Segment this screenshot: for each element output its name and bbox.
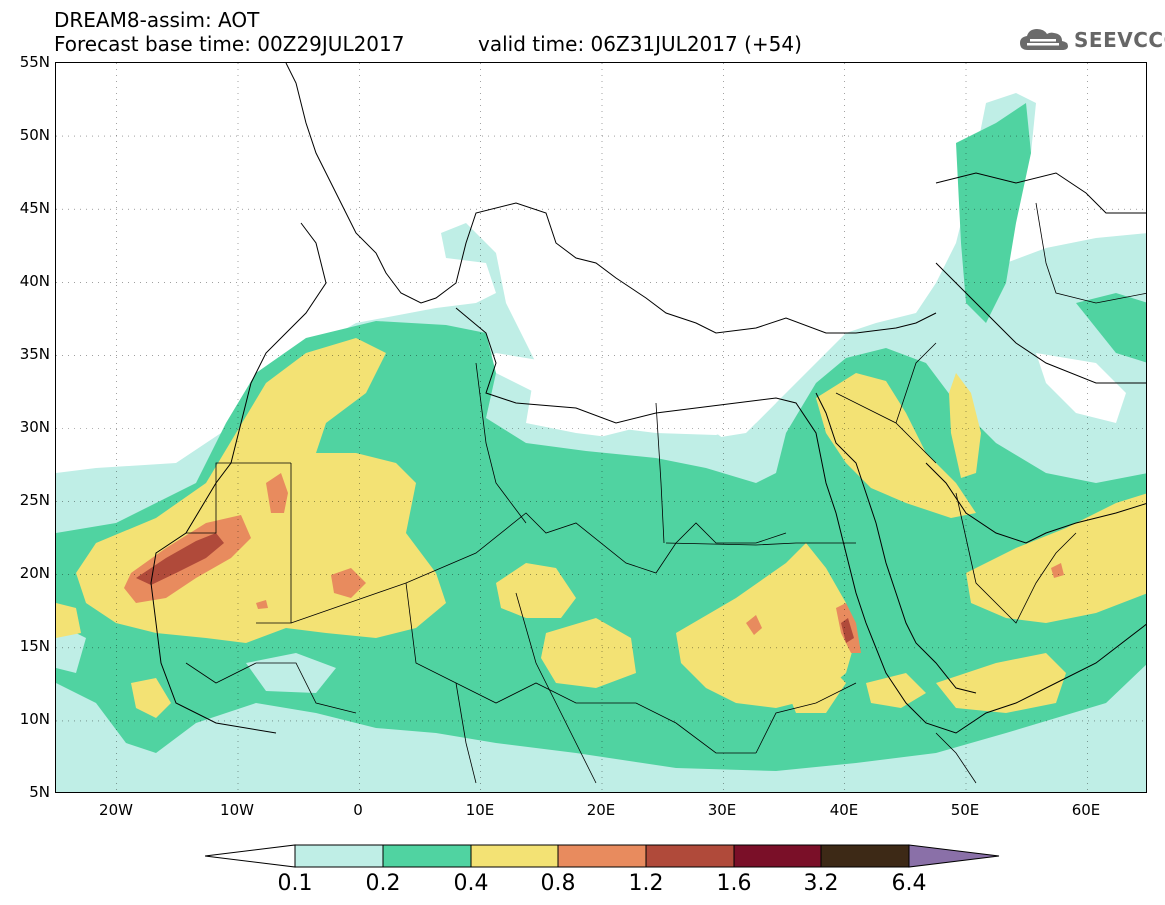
colorbar-extend-low	[205, 844, 296, 868]
colorbar-tick: 1.2	[628, 871, 664, 896]
colorbar-segment	[294, 844, 384, 868]
lat-label: 25N	[19, 491, 50, 509]
lat-label: 5N	[29, 783, 50, 801]
colorbar-tick: 6.4	[891, 871, 927, 896]
base-time-label: Forecast base time: 00Z29JUL2017	[54, 32, 405, 56]
colorbar-tick: 1.6	[716, 871, 752, 896]
colorbar-tick: 3.2	[803, 871, 839, 896]
aot-map	[55, 62, 1147, 793]
lat-label: 10N	[19, 710, 50, 728]
lon-label: 30E	[707, 801, 737, 819]
colorbar-segment	[733, 844, 822, 868]
map-canvas	[56, 63, 1146, 792]
country-borders	[185, 202, 1146, 784]
lon-label: 10E	[465, 801, 495, 819]
lon-label: 50E	[950, 801, 980, 819]
colorbar-extend-high	[908, 844, 1000, 868]
lon-label: 20E	[586, 801, 616, 819]
colorbar-segment	[645, 844, 735, 868]
aot-contour-1.2	[136, 533, 854, 643]
product-title: DREAM8-assim: AOT	[54, 8, 260, 32]
lat-label: 55N	[19, 53, 50, 71]
seevccc-logo: SEEVCCC	[1018, 26, 1165, 54]
lon-label: 0	[353, 801, 363, 819]
lon-label: 10W	[220, 801, 254, 819]
lat-label: 15N	[19, 637, 50, 655]
logo-text: SEEVCCC	[1074, 28, 1165, 52]
colorbar-tick: 0.1	[277, 871, 313, 896]
valid-time-label: valid time: 06Z31JUL2017 (+54)	[478, 32, 802, 56]
colorbar-tick: 0.4	[453, 871, 489, 896]
graticule	[56, 63, 1146, 792]
colorbar-segment	[382, 844, 472, 868]
lat-label: 20N	[19, 564, 50, 582]
colorbar-tick: 0.8	[540, 871, 576, 896]
lat-label: 40N	[19, 272, 50, 290]
lon-label: 20W	[99, 801, 133, 819]
cloud-icon	[1020, 29, 1068, 50]
colorbar-tick: 0.2	[365, 871, 401, 896]
colorbar-segment	[820, 844, 910, 868]
lat-label: 30N	[19, 418, 50, 436]
colorbar-segment	[470, 844, 559, 868]
lat-label: 50N	[19, 126, 50, 144]
lon-label: 60E	[1071, 801, 1101, 819]
lat-label: 35N	[19, 345, 50, 363]
colorbar-segment	[557, 844, 647, 868]
lat-label: 45N	[19, 199, 50, 217]
colorbar	[205, 844, 1000, 868]
coastlines	[150, 63, 1146, 734]
lon-label: 40E	[829, 801, 859, 819]
